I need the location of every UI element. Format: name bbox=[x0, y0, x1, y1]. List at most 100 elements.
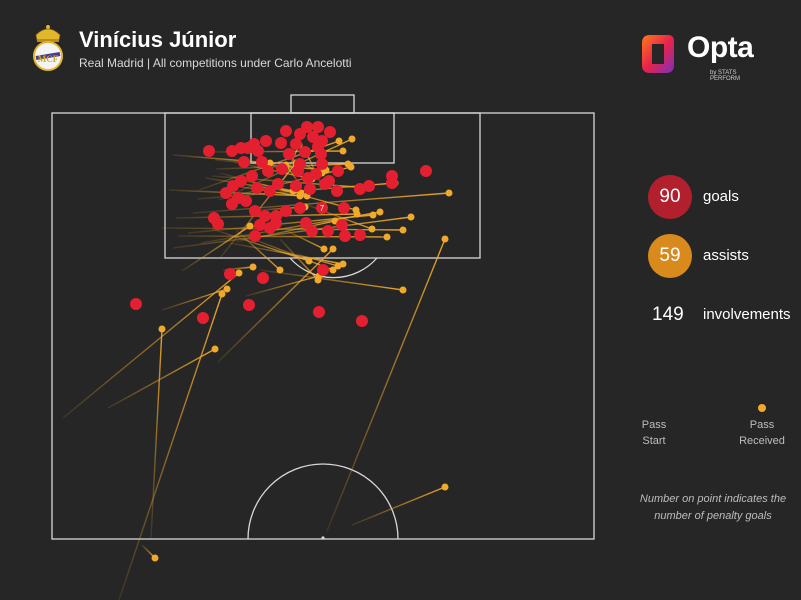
goal-point bbox=[226, 145, 238, 157]
goal-point bbox=[302, 172, 314, 184]
assist-pass-line bbox=[351, 486, 446, 526]
goal-point bbox=[259, 210, 271, 222]
page-subtitle: Real Madrid | All competitions under Car… bbox=[79, 56, 352, 70]
assist-pass-line bbox=[259, 269, 404, 291]
goal-point bbox=[257, 272, 269, 284]
goal-point bbox=[339, 230, 351, 242]
assist-received-point bbox=[158, 325, 166, 333]
goal-point bbox=[324, 126, 336, 138]
assist-pass-line bbox=[284, 229, 325, 250]
assist-pass-line bbox=[214, 159, 327, 171]
goal-point bbox=[251, 182, 263, 194]
involvements-label: involvements bbox=[703, 306, 791, 323]
goal-point bbox=[294, 128, 306, 140]
real-madrid-crest-icon: MCF bbox=[33, 25, 63, 71]
page-title: Vinícius Júnior bbox=[79, 27, 237, 52]
goal-point bbox=[336, 219, 348, 231]
assist-received-point bbox=[399, 286, 407, 294]
assist-pass-line bbox=[172, 216, 412, 249]
goal-point bbox=[272, 178, 284, 190]
goal-point bbox=[312, 121, 324, 133]
assist-received-point bbox=[335, 137, 343, 145]
assists-count-badge: 59 bbox=[648, 234, 692, 278]
assist-received-point bbox=[320, 245, 328, 253]
assist-pass-line bbox=[245, 275, 320, 297]
svg-text:MCF: MCF bbox=[38, 54, 59, 64]
goal-point bbox=[249, 205, 261, 217]
goal-point bbox=[290, 138, 302, 150]
goal-point bbox=[354, 229, 366, 241]
assist-received-point bbox=[235, 269, 243, 277]
assist-received-point bbox=[407, 213, 415, 221]
goal-point bbox=[249, 230, 261, 242]
assist-received-point bbox=[441, 235, 449, 243]
goal-point bbox=[243, 299, 255, 311]
goal-point bbox=[262, 165, 274, 177]
goal-point bbox=[256, 156, 268, 168]
brand-name: Opta bbox=[687, 31, 754, 64]
goal-point bbox=[197, 312, 209, 324]
assist-received-point bbox=[276, 266, 284, 274]
assist-received-point bbox=[352, 206, 360, 214]
assist-received-point bbox=[249, 263, 257, 271]
goal-point bbox=[260, 135, 272, 147]
goal-point bbox=[304, 183, 316, 195]
assist-received-point bbox=[246, 222, 254, 230]
goal-point bbox=[319, 178, 331, 190]
assist-received-point bbox=[347, 163, 355, 171]
goal-point bbox=[254, 219, 266, 231]
assist-pass-line bbox=[181, 225, 251, 272]
assist-pass-line bbox=[118, 293, 223, 600]
assist-pass-line bbox=[247, 236, 334, 271]
assist-pass-line bbox=[217, 248, 334, 363]
goal-point bbox=[226, 198, 238, 210]
opta-logo-icon bbox=[642, 35, 674, 73]
assist-pass-line bbox=[211, 228, 310, 262]
pitch-boundary bbox=[51, 112, 595, 540]
legend-pass-received: Pass Received bbox=[739, 419, 785, 447]
goal-point bbox=[130, 298, 142, 310]
assist-pass-line bbox=[301, 202, 373, 230]
opta-logo: Opta by STATS PERFORM bbox=[638, 31, 758, 82]
goal-point bbox=[276, 163, 288, 175]
assist-received-point bbox=[383, 233, 391, 241]
assist-pass-line bbox=[172, 154, 271, 164]
involvements-count: 149 bbox=[652, 304, 684, 325]
assist-passes bbox=[62, 135, 453, 600]
assist-received-point bbox=[329, 245, 337, 253]
penalty-arc bbox=[289, 257, 378, 279]
assist-pass-line bbox=[279, 238, 319, 281]
assist-received-point bbox=[399, 226, 407, 234]
goal-point bbox=[299, 146, 311, 158]
goal-point bbox=[264, 222, 276, 234]
assist-received-point bbox=[368, 225, 376, 233]
assist-pass-line bbox=[177, 235, 388, 238]
assist-pass-line bbox=[150, 328, 163, 539]
goal-point bbox=[338, 202, 350, 214]
goal-point bbox=[224, 268, 236, 280]
goal-point bbox=[252, 145, 264, 157]
assist-received-point bbox=[348, 135, 356, 143]
goal-point bbox=[356, 315, 368, 327]
goal-point bbox=[363, 180, 375, 192]
goals-label: goals bbox=[703, 188, 739, 205]
goal-point bbox=[316, 202, 328, 214]
assist-received-point bbox=[223, 285, 231, 293]
shot-map-chart: 7 bbox=[51, 94, 595, 600]
goal-point bbox=[307, 131, 319, 143]
goal-point bbox=[316, 158, 328, 170]
goal-point bbox=[331, 185, 343, 197]
goal-point bbox=[242, 142, 254, 154]
assist-pass-line bbox=[229, 242, 344, 265]
goal-shots: 7 bbox=[130, 121, 432, 327]
goal-point bbox=[420, 165, 432, 177]
assist-pass-line bbox=[235, 229, 281, 271]
assist-received-point bbox=[334, 262, 342, 270]
assist-received-point bbox=[151, 554, 159, 562]
assist-pass-line bbox=[326, 238, 446, 532]
assist-pass-line bbox=[240, 179, 294, 192]
goal-point bbox=[294, 202, 306, 214]
pass-legend-icon bbox=[654, 404, 766, 412]
goal-point bbox=[238, 156, 250, 168]
centre-spot bbox=[321, 536, 325, 540]
